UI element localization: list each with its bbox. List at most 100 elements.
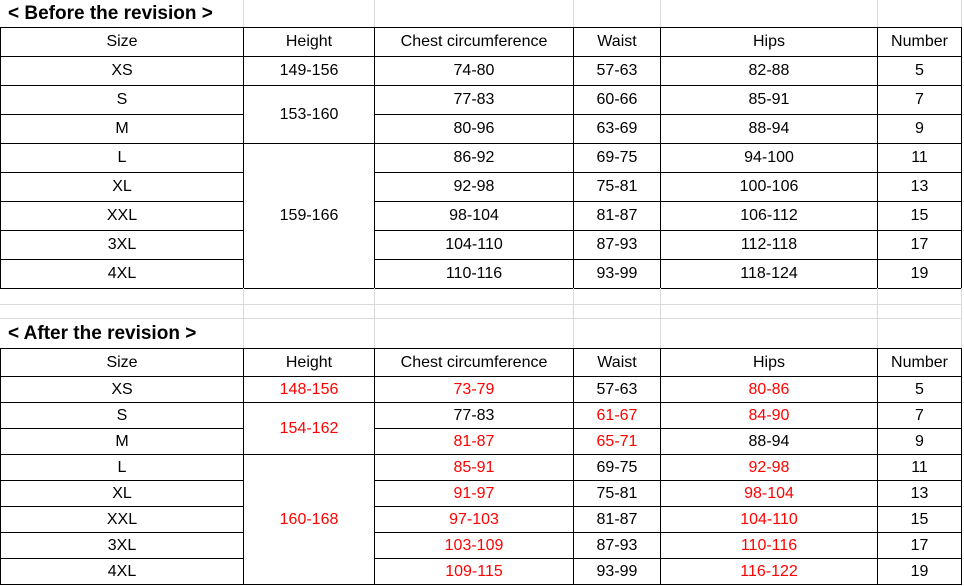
chest-cell: 74-80: [374, 56, 574, 86]
chest-cell: 98-104: [374, 201, 574, 231]
number-cell: 13: [877, 480, 962, 507]
hips-cell: 106-112: [660, 201, 878, 231]
waist-cell: 81-87: [573, 506, 661, 533]
size-cell: XL: [0, 480, 244, 507]
table-row: 4XL 110-116 93-99 118-124 19: [0, 259, 962, 289]
number-cell: 9: [877, 114, 962, 144]
table-row: XS 148-156 73-79 57-63 80-86 5: [0, 376, 962, 403]
number-cell: 19: [877, 558, 962, 585]
hips-cell: 98-104: [660, 480, 878, 507]
number-cell: 7: [877, 85, 962, 115]
chest-cell: 77-83: [374, 402, 574, 429]
col-header-waist: Waist: [573, 348, 661, 377]
table-row: M 81-87 65-71 88-94 9: [0, 428, 962, 455]
waist-cell: 81-87: [573, 201, 661, 231]
hips-cell: 118-124: [660, 259, 878, 289]
table-row: XXL 97-103 81-87 104-110 15: [0, 506, 962, 533]
table-row: S 154-162 77-83 61-67 84-90 7: [0, 402, 962, 455]
waist-cell: 63-69: [573, 114, 661, 144]
col-header-height: Height: [243, 348, 375, 377]
col-header-size: Size: [0, 27, 244, 57]
size-cell: XL: [0, 172, 244, 202]
hips-cell: 88-94: [660, 114, 878, 144]
chest-cell: 86-92: [374, 143, 574, 173]
col-header-chest: Chest circumference: [374, 348, 574, 377]
size-cell: S: [0, 402, 244, 429]
chest-cell: 103-109: [374, 532, 574, 559]
waist-cell: 57-63: [573, 376, 661, 403]
table-row: L 160-168 85-91 69-75 92-98 11: [0, 454, 962, 585]
number-cell: 19: [877, 259, 962, 289]
hips-cell: 85-91: [660, 85, 878, 115]
size-cell: XS: [0, 376, 244, 403]
chest-cell: 80-96: [374, 114, 574, 144]
waist-cell: 75-81: [573, 480, 661, 507]
grid-line: [0, 304, 962, 305]
hips-cell: 80-86: [660, 376, 878, 403]
after-table: Size Height Chest circumference Waist Hi…: [0, 348, 962, 585]
size-cell: L: [0, 143, 244, 173]
header-row: Size Height Chest circumference Waist Hi…: [0, 27, 962, 57]
grid-line: [243, 288, 244, 348]
hips-cell: 104-110: [660, 506, 878, 533]
size-cell: M: [0, 428, 244, 455]
size-cell: M: [0, 114, 244, 144]
size-cell: L: [0, 454, 244, 481]
table-row: XXL 98-104 81-87 106-112 15: [0, 201, 962, 231]
grid-line: [961, 288, 962, 348]
col-header-hips: Hips: [660, 348, 878, 377]
grid-line: [877, 288, 878, 348]
col-header-number: Number: [877, 27, 962, 57]
grid-line: [0, 318, 962, 319]
hips-cell: 94-100: [660, 143, 878, 173]
hips-cell: 116-122: [660, 558, 878, 585]
chest-cell: 85-91: [374, 454, 574, 481]
hips-cell: 92-98: [660, 454, 878, 481]
chest-cell: 81-87: [374, 428, 574, 455]
waist-cell: 93-99: [573, 259, 661, 289]
col-header-waist: Waist: [573, 27, 661, 57]
table-row: S 153-160 77-83 60-66 85-91 7: [0, 85, 962, 144]
waist-cell: 75-81: [573, 172, 661, 202]
waist-cell: 61-67: [573, 402, 661, 429]
waist-cell: 69-75: [573, 143, 661, 173]
number-cell: 11: [877, 143, 962, 173]
hips-cell: 112-118: [660, 230, 878, 260]
before-table: Size Height Chest circumference Waist Hi…: [0, 27, 962, 289]
size-cell: S: [0, 85, 244, 115]
waist-cell: 65-71: [573, 428, 661, 455]
height-cell: 149-156: [243, 56, 375, 86]
grid-line: [573, 0, 574, 27]
chest-cell: 91-97: [374, 480, 574, 507]
table-row: 3XL 103-109 87-93 110-116 17: [0, 532, 962, 559]
grid-line: [660, 0, 661, 27]
size-cell: 3XL: [0, 230, 244, 260]
table-row: XL 92-98 75-81 100-106 13: [0, 172, 962, 202]
col-header-height: Height: [243, 27, 375, 57]
hips-cell: 100-106: [660, 172, 878, 202]
number-cell: 17: [877, 532, 962, 559]
size-cell: 4XL: [0, 558, 244, 585]
chest-cell: 77-83: [374, 85, 574, 115]
table-row: M 80-96 63-69 88-94 9: [0, 114, 962, 144]
col-header-number: Number: [877, 348, 962, 377]
waist-cell: 93-99: [573, 558, 661, 585]
number-cell: 15: [877, 201, 962, 231]
waist-cell: 60-66: [573, 85, 661, 115]
size-cell: XXL: [0, 201, 244, 231]
number-cell: 5: [877, 56, 962, 86]
grid-line: [877, 0, 878, 27]
size-cell: XXL: [0, 506, 244, 533]
waist-cell: 87-93: [573, 532, 661, 559]
chest-cell: 109-115: [374, 558, 574, 585]
grid-line: [961, 0, 962, 27]
before-title: < Before the revision >: [8, 3, 213, 24]
grid-line: [374, 288, 375, 348]
hips-cell: 84-90: [660, 402, 878, 429]
waist-cell: 57-63: [573, 56, 661, 86]
chest-cell: 92-98: [374, 172, 574, 202]
height-cell: 153-160: [243, 85, 375, 144]
chest-cell: 104-110: [374, 230, 574, 260]
chest-cell: 97-103: [374, 506, 574, 533]
